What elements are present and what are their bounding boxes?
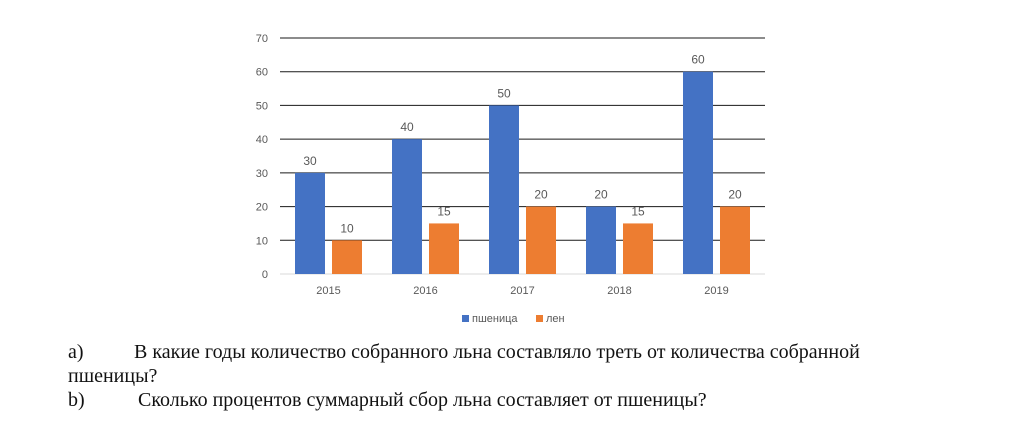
y-tick-label: 60	[256, 67, 268, 79]
legend-swatch-пшеница	[462, 315, 469, 322]
legend: пшеница лен	[462, 313, 565, 325]
data-label: 50	[497, 86, 511, 100]
bar-лен-2015	[332, 240, 362, 274]
bars	[295, 71, 750, 274]
y-tick-label: 30	[256, 168, 268, 180]
legend-label: пшеница	[472, 313, 518, 325]
y-tick-label: 70	[256, 33, 268, 45]
bar-пшеница-2018	[586, 206, 616, 274]
x-tick-label: 2017	[510, 285, 534, 297]
x-tick-label: 2019	[704, 285, 728, 297]
data-label: 60	[691, 53, 705, 67]
gridlines	[280, 37, 765, 275]
bar-пшеница-2017	[489, 105, 519, 274]
x-axis-ticks: 2015 2016 2017 2018 2019	[316, 285, 728, 297]
data-labels: 30 10 40 15 50 20 20 15 60 20	[303, 53, 742, 236]
y-tick-label: 50	[256, 100, 268, 112]
bar-пшеница-2015	[295, 172, 325, 274]
data-label: 20	[534, 188, 548, 202]
question-b-letter: b)	[68, 389, 85, 411]
y-tick-label: 20	[256, 202, 268, 214]
question-a-letter: a)	[68, 341, 84, 363]
bar-лен-2019	[720, 206, 750, 274]
bar-пшеница-2016	[392, 139, 422, 274]
question-a: a) В какие годы количество собранного ль…	[68, 340, 968, 364]
y-tick-label: 10	[256, 235, 268, 247]
data-label: 10	[340, 221, 354, 235]
x-tick-label: 2018	[607, 285, 631, 297]
data-label: 15	[437, 204, 451, 218]
bar-лен-2016	[429, 223, 459, 274]
y-axis-ticks: 0 10 20 30 40 50 60 70	[256, 33, 268, 281]
legend-label: лен	[546, 313, 565, 325]
data-label: 20	[728, 188, 742, 202]
data-label: 20	[594, 188, 608, 202]
data-label: 30	[303, 154, 317, 168]
x-tick-label: 2016	[413, 285, 437, 297]
bar-пшеница-2019	[683, 71, 713, 274]
question-b-text: Сколько процентов суммарный сбор льна со…	[138, 389, 707, 411]
question-a-text: В какие годы количество собранного льна …	[134, 341, 860, 363]
question-b: b) Сколько процентов суммарный сбор льна…	[68, 388, 968, 412]
data-label: 40	[400, 120, 414, 134]
y-tick-label: 40	[256, 134, 268, 146]
x-tick-label: 2015	[316, 285, 340, 297]
questions: a) В какие годы количество собранного ль…	[68, 340, 968, 412]
legend-swatch-лен	[536, 315, 543, 322]
bar-лен-2018	[623, 223, 653, 274]
y-tick-label: 0	[262, 269, 268, 281]
bar-лен-2017	[526, 206, 556, 274]
question-a-continuation: пшеницы?	[68, 365, 158, 387]
data-label: 15	[631, 204, 645, 218]
